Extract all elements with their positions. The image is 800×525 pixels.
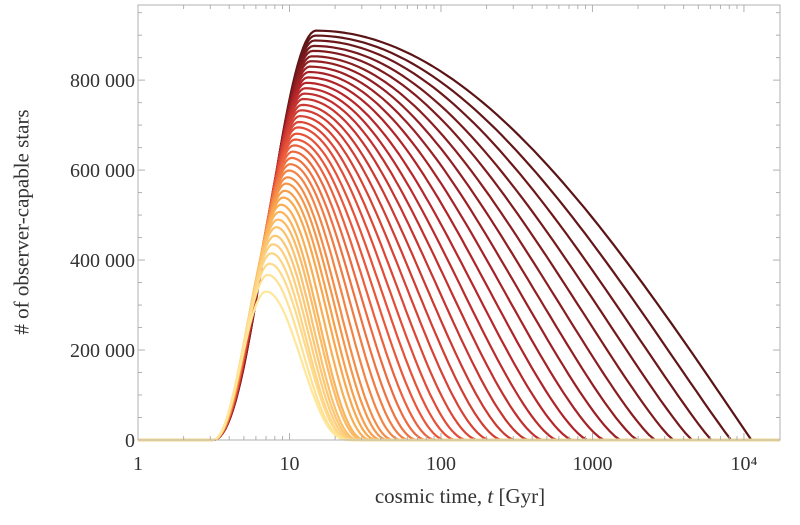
series-line-0 xyxy=(138,290,780,442)
x-tick-label: 10 xyxy=(279,453,299,475)
series-line-37 xyxy=(138,39,780,442)
series-line-36 xyxy=(138,44,780,442)
series-layer xyxy=(138,29,780,442)
x-axis-label-prefix: cosmic time, xyxy=(374,484,488,508)
x-tick-labels: 1 10 100 1000 10⁴ xyxy=(133,453,757,475)
y-tick-label: 200 000 xyxy=(70,340,135,362)
y-tick-label: 800 000 xyxy=(70,70,135,92)
series-line-5 xyxy=(138,234,780,442)
x-tick-label: 1 xyxy=(133,453,143,475)
y-tick-label: 600 000 xyxy=(70,160,135,182)
series-line-1 xyxy=(138,273,780,442)
x-tick-label: 10⁴ xyxy=(730,453,757,475)
series-line-2 xyxy=(138,262,780,442)
x-axis-label-variable: t xyxy=(487,484,494,508)
y-axis-label: # of observer-capable stars xyxy=(9,109,34,335)
x-tick-label: 1000 xyxy=(572,453,612,475)
y-tick-label: 400 000 xyxy=(70,250,135,272)
series-line-34 xyxy=(138,55,780,442)
series-line-38 xyxy=(138,34,780,442)
y-tick-labels: 0 200 000 400 000 600 000 800 000 xyxy=(70,70,135,452)
x-axis-label-unit: [Gyr] xyxy=(493,484,546,508)
y-tick-label: 0 xyxy=(125,430,135,452)
x-tick-label: 100 xyxy=(426,453,456,475)
ticks xyxy=(137,5,780,441)
plot-frame xyxy=(137,4,781,441)
x-axis-label: cosmic time, t [Gyr] xyxy=(0,484,800,509)
